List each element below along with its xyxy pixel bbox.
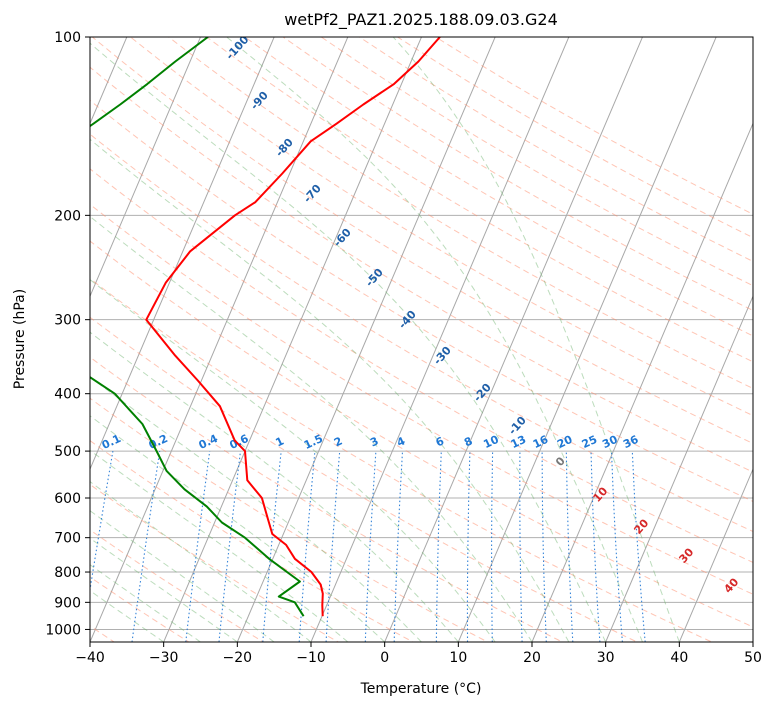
moist-adiabat-line: [90, 481, 312, 642]
moist-adiabat-line: [90, 331, 459, 642]
isotherm-line: [605, 295, 753, 642]
moist-adiabat-line: [90, 537, 238, 642]
temperature-profile-line: [145, 37, 441, 617]
mixing-ratio-label: 13: [509, 433, 528, 451]
y-axis-label: Pressure (hPa): [12, 289, 28, 389]
mixing-ratio-label: 30: [600, 433, 620, 451]
mixing-ratio-line: [325, 451, 341, 642]
mixing-ratio-line: [519, 451, 523, 642]
moist-adiabat-line: [90, 589, 164, 642]
moist-adiabat-line: [90, 564, 201, 642]
y-tick-label: 900: [54, 595, 81, 611]
dry-adiabat-line: [244, 37, 753, 337]
isotherm-line: [310, 37, 570, 642]
moist-adiabat-line: [90, 138, 570, 642]
isotherm-line: [90, 37, 202, 298]
mixing-ratio-line: [631, 451, 646, 642]
y-tick-label: 300: [54, 313, 81, 329]
y-tick-label: 400: [54, 387, 81, 403]
mixing-ratio-label: 20: [555, 433, 575, 451]
mixing-ratio-line: [262, 451, 282, 642]
dry-adiabat-line: [90, 168, 753, 563]
plot-frame: [89, 36, 754, 643]
isotherm-line: [90, 37, 275, 471]
y-tick-label: 700: [54, 531, 81, 547]
x-axis-label: Temperature (°C): [360, 681, 482, 697]
dry-adiabat-line: [90, 278, 713, 642]
y-tick-label: 200: [54, 208, 81, 224]
plot-area: 0.1 0.2 0.4 0.6 1 1.5 2 3 4 6 8 10 13 16 20 25 30 36-100-…: [90, 37, 753, 642]
moist-adiabat-line: [90, 42, 607, 642]
mixing-ratio-line: [541, 451, 547, 642]
x-tick-label: 50: [744, 650, 762, 666]
mixing-ratio-line: [466, 451, 471, 642]
isotherm-line: [531, 122, 753, 642]
y-tick-label: 1000: [45, 622, 81, 638]
mixing-ratio-label: 25: [580, 433, 599, 451]
mixing-ratio-line: [491, 451, 494, 642]
mixing-ratio-line: [218, 451, 242, 642]
x-axis: −40 −30 −20 −10 0 10 20 30 40 50: [75, 642, 762, 666]
y-tick-label: 800: [54, 565, 81, 581]
x-tick-label: 10: [449, 650, 467, 666]
y-tick-label: 600: [54, 491, 81, 507]
dry-adiabat-line: [90, 316, 639, 642]
isotherm-line: [384, 37, 644, 642]
dry-adiabat-line: [90, 356, 564, 642]
x-tick-label: −10: [296, 650, 326, 666]
mixing-ratio-line: [393, 451, 404, 642]
x-tick-label: 40: [670, 650, 688, 666]
dry-adiabat-line: [282, 37, 753, 312]
mixing-ratio-label: 10: [481, 433, 501, 451]
x-tick-label: 30: [597, 650, 615, 666]
mixing-ratio-line: [610, 451, 623, 642]
isotherm-line: [457, 37, 717, 642]
x-tick-label: −40: [75, 650, 105, 666]
x-tick-label: −30: [149, 650, 179, 666]
dry-adiabat-line: [91, 37, 753, 445]
dry-adiabat-line: [90, 240, 753, 628]
mixing-ratio-line: [435, 451, 442, 642]
x-tick-label: 20: [523, 650, 541, 666]
moist-adiabat-line: [90, 415, 386, 642]
moist-adiabat-line: [90, 215, 533, 642]
mixing-ratio-label: 36: [621, 433, 641, 451]
isotherm-line: [90, 37, 349, 642]
dewpoint-profile-line: [90, 37, 305, 617]
y-tick-label: 500: [54, 444, 81, 460]
mixing-ratio-line: [364, 451, 377, 642]
mixing-ratio-line: [131, 451, 161, 642]
moist-adiabat-line: [392, 37, 680, 642]
dry-adiabat-line: [90, 66, 753, 473]
mixing-ratio-label: 16: [531, 433, 551, 451]
x-tick-label: −20: [223, 650, 253, 666]
y-axis: 1000 900 800 700 600 500 400 300 200 100: [45, 30, 90, 638]
isotherm-line: [236, 37, 496, 642]
mixing-ratio-line: [298, 451, 316, 642]
dry-adiabat-line: [90, 483, 340, 642]
mixing-ratio-line: [185, 451, 211, 642]
isotherm-line: [90, 37, 128, 125]
moist-adiabat-line: [90, 510, 275, 642]
isotherm-line: [163, 37, 423, 642]
isotherm-line: [678, 467, 753, 642]
dry-adiabat-line: [167, 37, 753, 389]
moist-adiabat-line: [90, 279, 496, 642]
dry-adiabat-line: [90, 397, 489, 642]
dry-adiabat-line: [90, 203, 753, 595]
x-tick-label: 0: [380, 650, 389, 666]
y-tick-label: 100: [54, 30, 81, 46]
mixing-ratio-line: [590, 451, 601, 642]
moist-adiabat-line: [226, 37, 643, 642]
mixing-ratio-line: [565, 451, 574, 642]
dry-adiabat-line: [90, 529, 265, 642]
chart-title: wetPf2_PAZ1.2025.188.09.03.G24: [284, 10, 558, 30]
